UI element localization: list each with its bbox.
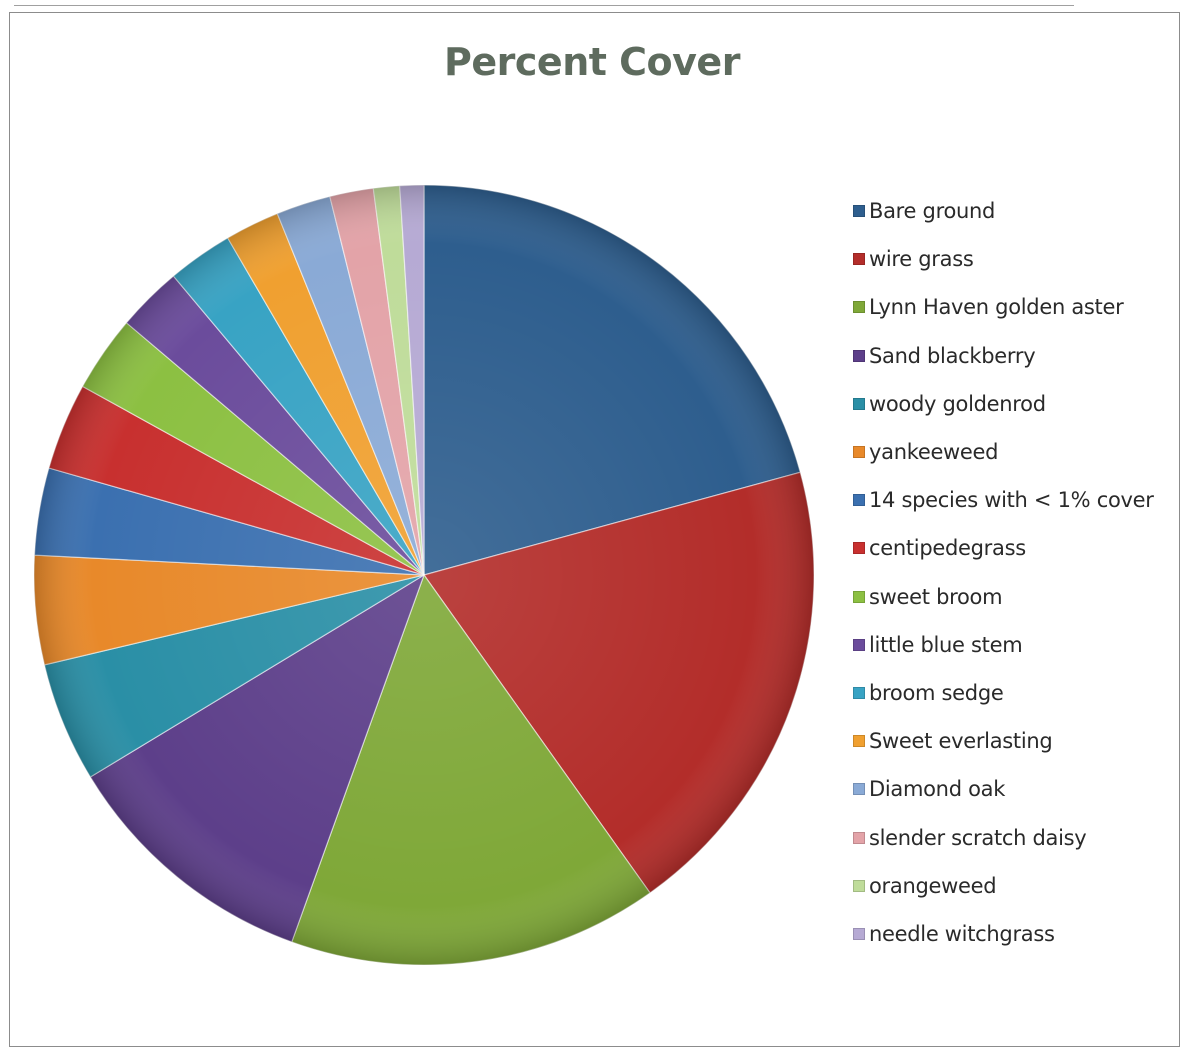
legend-swatch [853,928,865,940]
legend-swatch [853,397,865,410]
legend-label: Lynn Haven golden aster [869,295,1124,320]
legend-swatch [853,783,865,796]
legend-swatch [853,349,865,362]
legend-item: needle witchgrass [853,919,1055,949]
legend-item: wire grass [853,244,974,274]
legend-item: Lynn Haven golden aster [853,292,1124,322]
legend-label: wire grass [869,247,974,272]
legend-label: woody goldenrod [869,391,1046,416]
legend-label: Diamond oak [869,777,1006,802]
legend-item: Sand blackberry [853,341,1036,371]
legend-swatch [853,494,865,507]
legend-swatch [853,879,865,892]
legend-label: yankeeweed [869,440,999,464]
legend-label: centipedegrass [869,536,1026,561]
legend-label: Bare ground [869,199,996,223]
legend-item: Sweet everlasting [853,726,1053,756]
legend-label: sweet broom [869,584,1003,609]
legend-item: Bare ground [853,196,995,226]
legend-swatch [853,831,865,844]
legend-item: centipedegrass [853,533,1026,563]
legend-label: slender scratch daisy [869,825,1087,850]
legend-swatch [853,638,865,651]
legend-item: woody goldenrod [853,389,1046,419]
chart-title: Percent Cover [444,40,740,84]
legend-item: sweet broom [853,582,1003,612]
legend-swatch [853,735,865,748]
legend-swatch [853,301,865,314]
legend-label: needle witchgrass [869,922,1055,946]
legend-label: Sweet everlasting [869,729,1053,754]
legend-item: 14 species with < 1% cover [853,485,1154,515]
legend-item: Diamond oak [853,774,1005,804]
pie-shading [34,185,814,965]
legend-label: little blue stem [869,632,1023,657]
legend-item: broom sedge [853,678,1004,708]
legend-item: orangeweed [853,871,997,901]
legend-item: little blue stem [853,630,1023,660]
legend-swatch [853,687,865,699]
legend-swatch [853,253,865,266]
legend-label: orangeweed [869,873,997,898]
legend-label: 14 species with < 1% cover [869,488,1154,513]
legend-label: Sand blackberry [869,343,1036,368]
legend-swatch [853,446,865,458]
legend-swatch [853,590,865,603]
legend-item: slender scratch daisy [853,823,1087,853]
page-edge-line [14,5,1074,10]
legend-item: yankeeweed [853,437,999,467]
legend-swatch [853,205,865,217]
legend-swatch [853,542,865,555]
legend-label: broom sedge [869,681,1004,705]
